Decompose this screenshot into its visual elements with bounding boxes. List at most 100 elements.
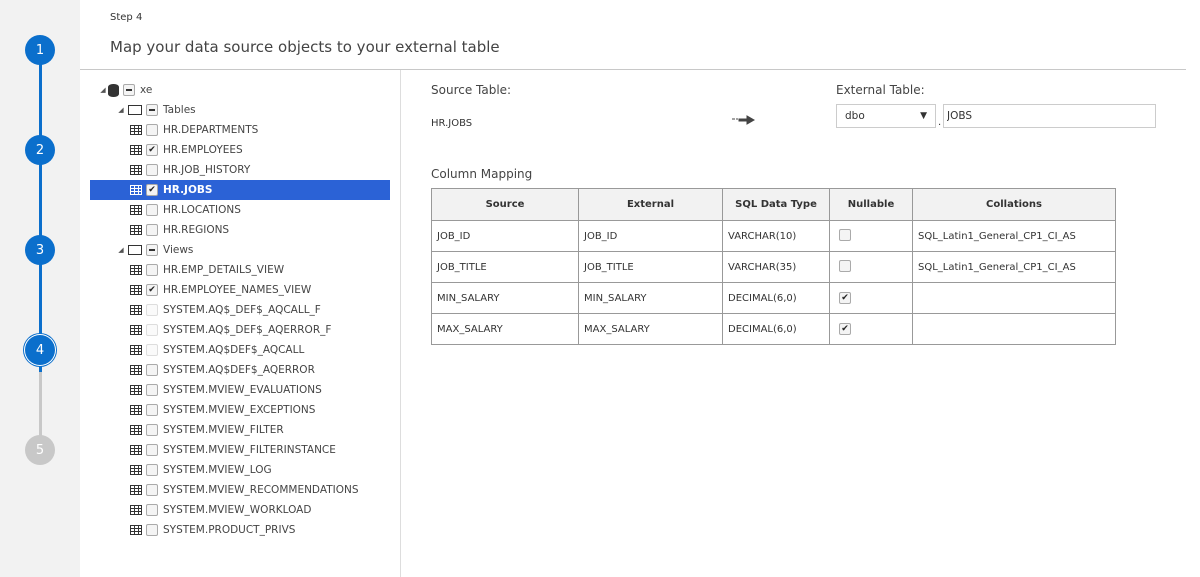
tree-item-label: SYSTEM.AQ$DEF$_AQERROR <box>163 364 315 376</box>
chevron-down-icon: ▼ <box>920 111 927 121</box>
checkbox[interactable] <box>123 84 135 96</box>
checkbox[interactable] <box>146 424 158 436</box>
tree-item-label: HR.EMP_DETAILS_VIEW <box>163 264 285 276</box>
table-icon <box>130 285 142 295</box>
tree-item[interactable]: SYSTEM.MVIEW_EVALUATIONS <box>90 380 390 400</box>
tree-item[interactable]: SYSTEM.AQ$_DEF$_AQERROR_F <box>90 320 390 340</box>
tree-item-label: HR.DEPARTMENTS <box>163 124 259 136</box>
tree-item[interactable]: SYSTEM.MVIEW_LOG <box>90 460 390 480</box>
tree-item[interactable]: SYSTEM.MVIEW_WORKLOAD <box>90 500 390 520</box>
expand-triangle-icon[interactable]: ◢ <box>100 86 106 94</box>
checkbox[interactable] <box>146 264 158 276</box>
nullable-checkbox[interactable] <box>839 228 851 241</box>
checkbox[interactable] <box>146 224 158 236</box>
tree-item-label: Views <box>163 244 194 256</box>
checkbox[interactable]: ✔ <box>146 284 158 296</box>
column-header: SQL Data Type <box>722 188 830 221</box>
step-5[interactable]: 5 <box>25 435 55 465</box>
checkbox[interactable] <box>146 524 158 536</box>
step-connector <box>39 50 42 372</box>
tree-item[interactable]: HR.REGIONS <box>90 220 390 240</box>
table-icon <box>130 305 142 315</box>
tree-item[interactable]: ◢ Views <box>90 240 390 260</box>
table-row: JOB_TITLE JOB_TITLE VARCHAR(35) SQL_Lati… <box>431 251 1116 283</box>
column-mapping-table: Source External SQL Data Type Nullable Colla… <box>431 188 1116 345</box>
external-cell[interactable]: JOB_ID <box>578 220 723 252</box>
tree-item-label: HR.JOB_HISTORY <box>163 164 251 176</box>
collation-cell <box>912 282 1116 314</box>
nullable-cell: ✔ <box>829 282 913 314</box>
step-4[interactable]: 4 <box>25 335 55 365</box>
tree-item-label: SYSTEM.PRODUCT_PRIVS <box>163 524 296 536</box>
step-1[interactable]: 1 <box>25 35 55 65</box>
checkbox[interactable] <box>146 244 158 256</box>
tree-item-label: SYSTEM.AQ$DEF$_AQCALL <box>163 344 305 356</box>
tree-item[interactable]: SYSTEM.PRODUCT_PRIVS <box>90 520 390 540</box>
tree-item[interactable]: ✔ HR.EMPLOYEE_NAMES_VIEW <box>90 280 390 300</box>
expand-triangle-icon[interactable]: ◢ <box>118 106 124 114</box>
table-icon <box>130 445 142 455</box>
checkbox[interactable] <box>146 504 158 516</box>
nullable-checkbox[interactable]: ✔ <box>839 292 851 304</box>
tree-item[interactable]: ✔ HR.JOBS <box>90 180 390 200</box>
checkbox[interactable] <box>146 164 158 176</box>
checkbox[interactable] <box>146 124 158 136</box>
external-table-name-input[interactable] <box>943 104 1156 128</box>
tree-item[interactable]: ◢ Tables <box>90 100 390 120</box>
external-cell[interactable]: MAX_SALARY <box>578 313 723 345</box>
tree-item[interactable]: HR.LOCATIONS <box>90 200 390 220</box>
table-icon <box>130 205 142 215</box>
column-header: Nullable <box>829 188 913 221</box>
table-icon <box>130 505 142 515</box>
checkbox[interactable]: ✔ <box>146 144 158 156</box>
table-row: JOB_ID JOB_ID VARCHAR(10) SQL_Latin1_Gen… <box>431 220 1116 252</box>
source-cell: JOB_ID <box>431 220 579 252</box>
checkbox[interactable] <box>146 104 158 116</box>
tree-item[interactable]: HR.JOB_HISTORY <box>90 160 390 180</box>
column-mapping-title: Column Mapping <box>431 167 533 181</box>
source-cell: JOB_TITLE <box>431 251 579 283</box>
checkbox[interactable] <box>146 384 158 396</box>
object-tree: ◢ xe ◢ Tables HR.DEPARTMENTS ✔ HR.EMPLOYEES HR.… <box>90 80 390 540</box>
tree-item[interactable]: ✔ HR.EMPLOYEES <box>90 140 390 160</box>
nullable-checkbox[interactable] <box>839 259 851 272</box>
checkbox[interactable] <box>146 204 158 216</box>
schema-dropdown[interactable]: dbo ▼ <box>836 104 936 128</box>
tree-item[interactable]: SYSTEM.MVIEW_FILTER <box>90 420 390 440</box>
expand-triangle-icon[interactable]: ◢ <box>118 246 124 254</box>
tree-item[interactable]: SYSTEM.MVIEW_FILTERINSTANCE <box>90 440 390 460</box>
nullable-cell <box>829 220 913 252</box>
step-connector <box>39 372 42 450</box>
tree-item-label: SYSTEM.AQ$_DEF$_AQERROR_F <box>163 324 332 336</box>
tree-item[interactable]: ◢ xe <box>90 80 390 100</box>
checkbox[interactable]: ✔ <box>146 184 158 196</box>
tree-item[interactable]: HR.DEPARTMENTS <box>90 120 390 140</box>
folder-icon <box>128 105 142 115</box>
tree-item[interactable]: SYSTEM.AQ$DEF$_AQCALL <box>90 340 390 360</box>
tree-item-label: SYSTEM.MVIEW_EVALUATIONS <box>163 384 322 396</box>
checkbox[interactable] <box>146 404 158 416</box>
checkbox <box>146 344 158 356</box>
tree-item-label: SYSTEM.MVIEW_FILTER <box>163 424 284 436</box>
checkbox[interactable] <box>146 464 158 476</box>
tree-item[interactable]: SYSTEM.AQ$_DEF$_AQCALL_F <box>90 300 390 320</box>
tree-item-label: SYSTEM.MVIEW_EXCEPTIONS <box>163 404 316 416</box>
tree-item[interactable]: SYSTEM.MVIEW_EXCEPTIONS <box>90 400 390 420</box>
external-cell[interactable]: JOB_TITLE <box>578 251 723 283</box>
checkbox[interactable] <box>146 444 158 456</box>
checkbox <box>146 304 158 316</box>
tree-item-label: SYSTEM.MVIEW_WORKLOAD <box>163 504 312 516</box>
step-2[interactable]: 2 <box>25 135 55 165</box>
tree-item[interactable]: HR.EMP_DETAILS_VIEW <box>90 260 390 280</box>
tree-item[interactable]: SYSTEM.MVIEW_RECOMMENDATIONS <box>90 480 390 500</box>
tree-item-label: SYSTEM.AQ$_DEF$_AQCALL_F <box>163 304 321 316</box>
nullable-checkbox[interactable]: ✔ <box>839 323 851 335</box>
external-cell[interactable]: MIN_SALARY <box>578 282 723 314</box>
step-3[interactable]: 3 <box>25 235 55 265</box>
checkbox[interactable] <box>146 484 158 496</box>
source-table-value: HR.JOBS <box>431 118 473 129</box>
checkbox[interactable] <box>146 364 158 376</box>
tree-item[interactable]: SYSTEM.AQ$DEF$_AQERROR <box>90 360 390 380</box>
table-row: MIN_SALARY MIN_SALARY DECIMAL(6,0) ✔ <box>431 282 1116 314</box>
table-icon <box>130 345 142 355</box>
